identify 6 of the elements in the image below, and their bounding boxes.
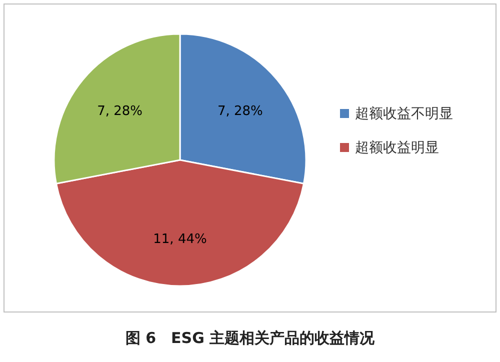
data-label: 11, 44% — [153, 232, 207, 248]
data-label: 7, 28% — [97, 104, 143, 120]
data-label: 7, 28% — [217, 104, 263, 120]
legend-label: 超额收益明显 — [355, 140, 439, 156]
legend-label: 超额收益不明显 — [355, 106, 453, 122]
caption: 图 6 ESG 主题相关产品的收益情况 — [125, 329, 376, 347]
